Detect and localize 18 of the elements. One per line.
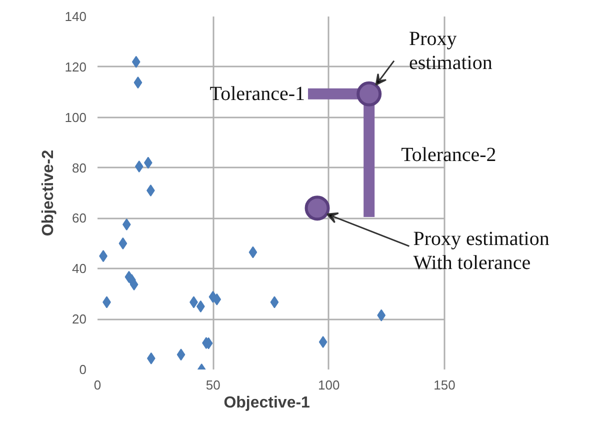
y-axis-title: Objective-2: [40, 150, 57, 236]
annotation: Proxy estimation With tolerance: [413, 228, 550, 274]
x-tick-label: 100: [318, 378, 340, 392]
y-tick-label: 20: [72, 312, 87, 327]
annotation: Proxy estimation: [409, 28, 492, 74]
x-axis-title: Objective-1: [224, 394, 310, 412]
y-tick-label: 140: [64, 9, 87, 24]
y-tick-label: 0: [79, 362, 87, 377]
x-tick-label: 0: [94, 378, 102, 392]
y-tick-label: 60: [72, 210, 87, 226]
x-tick-label: 50: [206, 378, 220, 392]
annotation: Tolerance-1: [210, 82, 306, 105]
y-tick-label: 40: [72, 261, 87, 276]
y-tick-label: 100: [64, 110, 87, 125]
x-tick-label: 150: [434, 378, 456, 392]
annotation: Tolerance-2: [401, 144, 496, 166]
y-tick-label: 80: [72, 160, 87, 176]
y-tick-label: 120: [64, 59, 87, 74]
